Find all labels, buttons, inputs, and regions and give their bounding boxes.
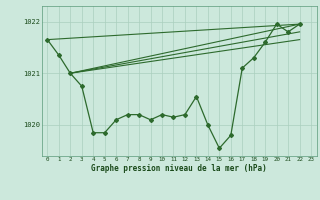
X-axis label: Graphe pression niveau de la mer (hPa): Graphe pression niveau de la mer (hPa) bbox=[91, 164, 267, 173]
